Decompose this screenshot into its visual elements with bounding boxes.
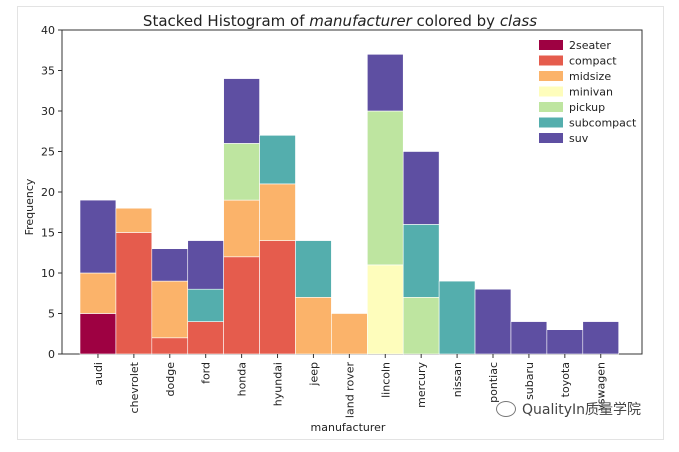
y-tick-label-40: 40	[41, 24, 55, 37]
legend-swatch-pickup	[539, 102, 563, 112]
bar-ford-subcompact	[187, 288, 224, 322]
bar-mercury-suv	[402, 151, 440, 225]
bar-mercury-subcompact	[402, 224, 440, 298]
bar-chevrolet-compact	[115, 232, 153, 355]
y-tick-label-30: 30	[41, 105, 55, 118]
chart-figure: Stacked Histogram of manufacturer colore…	[17, 6, 664, 440]
wechat-icon	[495, 401, 516, 417]
x-tick-label-nissan: nissan	[451, 362, 464, 397]
legend-swatch-minivan	[539, 86, 563, 97]
bar-chevrolet-midsize	[115, 207, 153, 233]
bar-honda-compact	[223, 256, 260, 355]
y-tick-label-25: 25	[41, 146, 55, 159]
x-tick-label-jeep: jeep	[307, 362, 320, 387]
watermark-text: QualityIn质量学院	[521, 402, 641, 418]
x-tick-label-chevrolet: chevrolet	[128, 361, 141, 413]
y-tick-label-20: 20	[41, 186, 55, 199]
bar-hyundai-compact	[259, 240, 296, 355]
chart-title: Stacked Histogram of manufacturer colore…	[143, 12, 537, 30]
bar-honda-suv	[223, 78, 260, 144]
title-var: manufacturer	[309, 12, 412, 30]
bar-jeep-subcompact	[295, 240, 332, 298]
bar-honda-midsize	[223, 199, 260, 258]
legend: 2seater compact midsize minivan pickup subcom…	[539, 39, 637, 145]
bar-hyundai-subcompact	[259, 135, 296, 185]
title-var2: class	[500, 12, 537, 30]
bar-lincoln-pickup	[367, 110, 404, 266]
bar-ford-suv	[187, 240, 224, 290]
y-axis-label: Frequency	[23, 178, 36, 235]
title-mid: colored by	[412, 12, 500, 30]
bar-hyundai-midsize	[259, 183, 296, 241]
x-tick-label-audi: audi	[92, 362, 105, 386]
bar-vswagen-suv	[582, 321, 619, 355]
x-tick-label-land-rover: land rover	[343, 362, 356, 419]
bar-dodge-compact	[151, 337, 189, 355]
y-tick-label-10: 10	[41, 267, 55, 280]
legend-swatch-midsize	[539, 71, 563, 81]
bar-nissan-subcompact	[438, 280, 476, 355]
bar-ford-compact	[187, 321, 224, 355]
bar-lincoln-suv	[367, 53, 404, 112]
bar-land-rover-midsize	[331, 313, 368, 355]
x-tick-label-pontiac: pontiac	[487, 362, 500, 403]
legend-label-2seater: 2seater	[569, 39, 611, 52]
x-tick-label-honda: honda	[236, 362, 249, 396]
legend-label-compact: compact	[569, 55, 617, 68]
legend-label-pickup: pickup	[569, 101, 605, 114]
legend-swatch-subcompact	[539, 117, 563, 128]
bar-lincoln-minivan	[367, 264, 404, 355]
legend-label-subcompact: subcompact	[569, 117, 637, 130]
watermark: QualityIn质量学院	[495, 399, 641, 419]
title-prefix: Stacked Histogram of	[143, 12, 309, 30]
bar-dodge-suv	[151, 248, 189, 282]
x-tick-label-hyundai: hyundai	[272, 362, 285, 406]
bar-honda-pickup	[223, 143, 260, 201]
y-tick-label-5: 5	[48, 308, 55, 321]
x-tick-label-dodge: dodge	[164, 362, 177, 397]
bar-toyota-suv	[546, 329, 584, 355]
x-tick-label-toyota: toyota	[559, 362, 572, 397]
bar-pontiac-suv	[474, 288, 512, 355]
bar-audi-midsize	[79, 272, 117, 314]
x-tick-label-ford: ford	[200, 362, 213, 384]
bar-subaru-suv	[510, 321, 548, 355]
legend-label-midsize: midsize	[569, 70, 611, 83]
x-axis-label: manufacturer	[311, 421, 386, 434]
y-tick-label-15: 15	[41, 227, 55, 240]
bar-dodge-midsize	[151, 280, 189, 339]
legend-swatch-compact	[539, 55, 563, 66]
bar-mercury-pickup	[402, 296, 440, 355]
x-tick-label-lincoln: lincoln	[379, 362, 392, 398]
legend-label-suv: suv	[569, 132, 589, 145]
x-tick-label-subaru: subaru	[523, 362, 536, 400]
bar-audi-2seater	[79, 313, 117, 355]
plot-area: 0 5 10 15 20 25 30 35 40 audi chevrolet dodge ford ho…	[41, 24, 643, 419]
legend-label-minivan: minivan	[569, 86, 613, 99]
bar-jeep-midsize	[295, 296, 332, 355]
x-tick-label-vswagen: vswagen	[595, 362, 608, 411]
legend-swatch-2seater	[539, 40, 563, 50]
chart-canvas: Stacked Histogram of manufacturer colore…	[23, 12, 643, 434]
y-tick-label-0: 0	[48, 348, 55, 361]
bar-audi-suv	[79, 199, 117, 274]
x-tick-label-mercury: mercury	[415, 362, 428, 408]
y-tick-label-35: 35	[41, 65, 55, 78]
legend-swatch-suv	[539, 133, 563, 143]
